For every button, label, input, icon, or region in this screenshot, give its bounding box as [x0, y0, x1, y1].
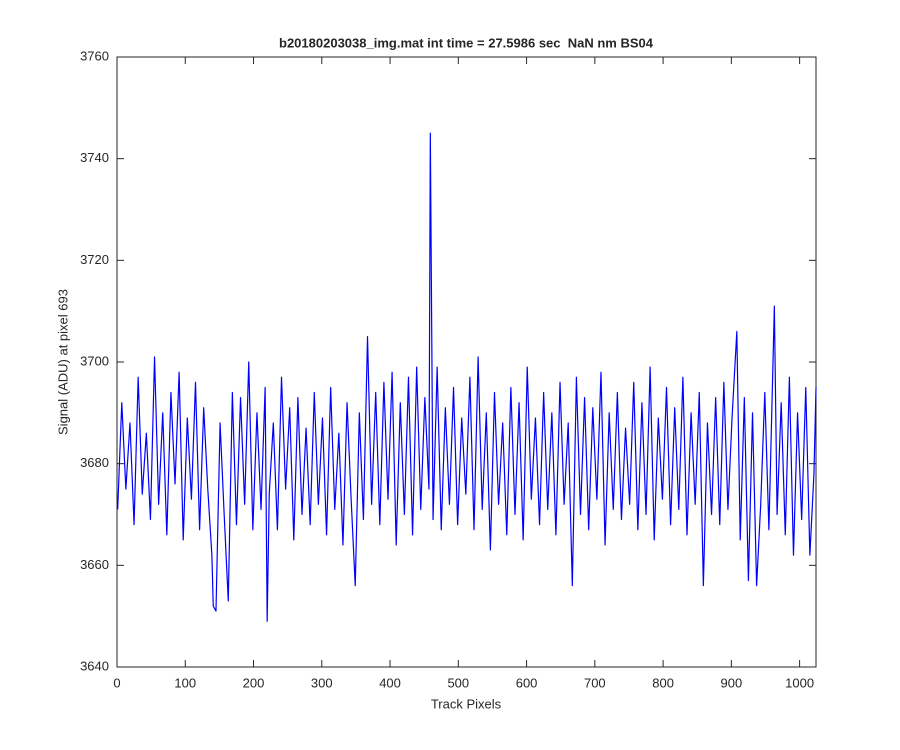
y-axis-label: Signal (ADU) at pixel 693 [55, 289, 70, 435]
x-axis-label: Track Pixels [431, 696, 502, 711]
y-tick-label: 3760 [80, 48, 109, 63]
x-tick-label: 600 [516, 675, 538, 690]
y-tick-label: 3640 [80, 658, 109, 673]
x-tick-label: 300 [311, 675, 333, 690]
y-tick-label: 3740 [80, 150, 109, 165]
x-tick-label: 900 [721, 675, 743, 690]
x-tick-label: 0 [113, 675, 120, 690]
data-line [117, 132, 817, 622]
y-tick-label: 3680 [80, 455, 109, 470]
plot-box [116, 56, 817, 668]
x-tick-label: 800 [652, 675, 674, 690]
y-tick-label: 3700 [80, 353, 109, 368]
x-tick-label: 500 [447, 675, 469, 690]
x-tick-label: 100 [174, 675, 196, 690]
x-tick-label: 700 [584, 675, 606, 690]
chart-title: b20180203038_img.mat int time = 27.5986 … [279, 35, 654, 50]
x-tick-label: 400 [379, 675, 401, 690]
x-tick-label: 200 [243, 675, 265, 690]
y-tick-label: 3660 [80, 557, 109, 572]
x-tick-label: 1000 [785, 675, 814, 690]
y-tick-label: 3720 [80, 252, 109, 267]
